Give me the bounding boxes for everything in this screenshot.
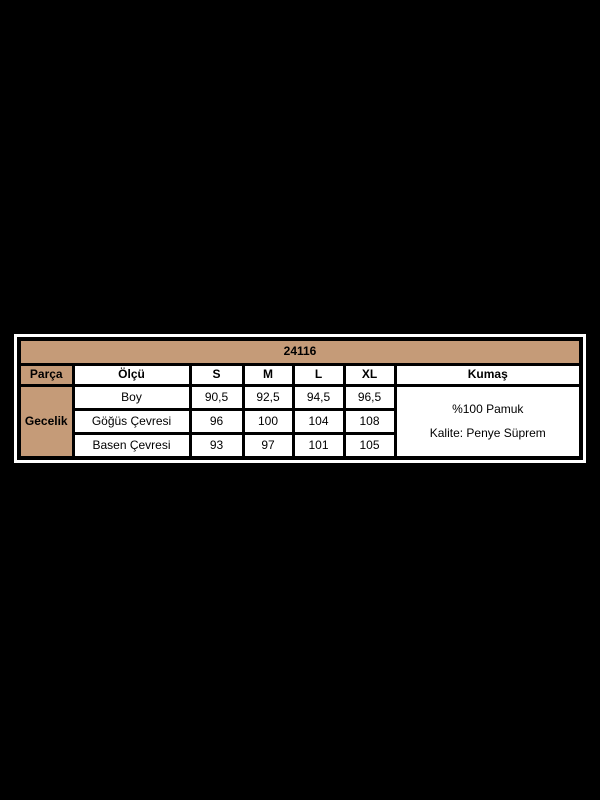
row-label-gogus-cevresi: Göğüs Çevresi xyxy=(71,408,192,435)
value-basen-xl: 105 xyxy=(342,432,397,460)
col-header-olcu: Ölçü xyxy=(71,363,192,387)
fabric-line-quality: Kalite: Penye Süprem xyxy=(429,426,546,440)
table-row-boy: Gecelik Boy 90,5 92,5 94,5 96,5 %100 Pam… xyxy=(17,384,583,460)
group-cell-gecelik: Gecelik xyxy=(17,384,75,460)
row-label-basen-cevresi: Basen Çevresi xyxy=(71,432,192,460)
value-gogus-m: 100 xyxy=(241,408,295,435)
col-header-size-l: L xyxy=(291,363,346,387)
fabric-info-cell: %100 Pamuk Kalite: Penye Süprem xyxy=(393,384,583,460)
value-boy-xl: 96,5 xyxy=(342,384,397,411)
value-boy-l: 94,5 xyxy=(291,384,346,411)
col-header-size-xl: XL xyxy=(342,363,397,387)
value-basen-s: 93 xyxy=(188,432,245,460)
col-header-kumas: Kumaş xyxy=(393,363,583,387)
row-label-boy: Boy xyxy=(71,384,192,411)
size-chart-frame: 24116 Parça Ölçü S M L XL Kumaş Gecelik … xyxy=(14,334,586,463)
table-row-gogus: Göğüs Çevresi 96 100 104 108 xyxy=(19,408,581,435)
value-basen-l: 101 xyxy=(291,432,346,460)
product-code-row: 24116 xyxy=(17,337,583,366)
value-boy-m: 92,5 xyxy=(241,384,295,411)
value-gogus-l: 104 xyxy=(291,408,346,435)
value-basen-m: 97 xyxy=(241,432,295,460)
col-header-size-s: S xyxy=(188,363,245,387)
product-code-cell: 24116 xyxy=(17,337,583,366)
table-row-basen: Basen Çevresi 93 97 101 105 xyxy=(19,432,581,460)
col-header-size-m: M xyxy=(241,363,295,387)
value-gogus-s: 96 xyxy=(188,408,245,435)
value-gogus-xl: 108 xyxy=(342,408,397,435)
fabric-line-material: %100 Pamuk xyxy=(452,401,524,416)
size-chart-table: 24116 Parça Ölçü S M L XL Kumaş Gecelik … xyxy=(17,337,583,460)
column-header-row: Parça Ölçü S M L XL Kumaş xyxy=(17,363,583,387)
col-header-parca: Parça xyxy=(17,363,75,387)
value-boy-s: 90,5 xyxy=(188,384,245,411)
